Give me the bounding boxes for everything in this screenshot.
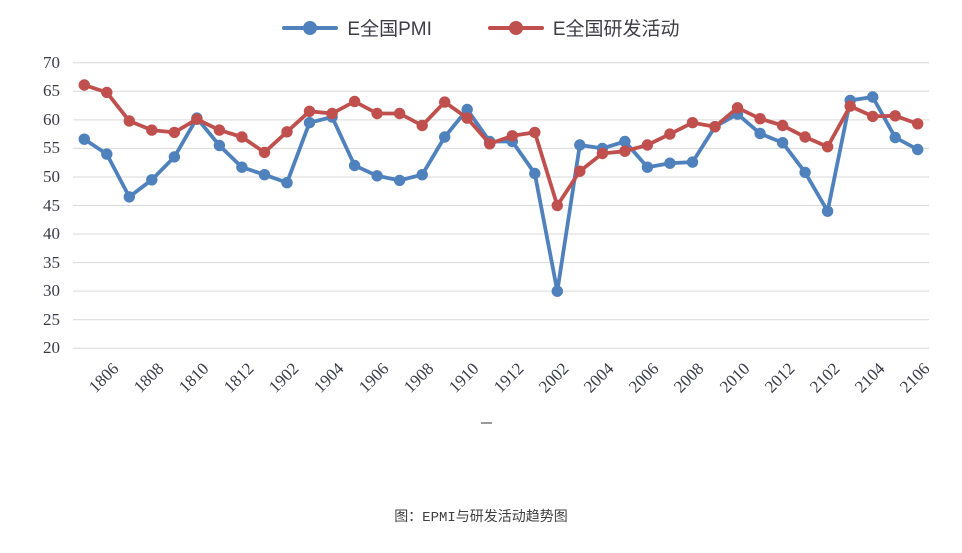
data-point xyxy=(393,174,406,187)
data-point xyxy=(303,105,316,118)
chart-legend: E全国PMI E全国研发活动 xyxy=(0,14,962,41)
data-point xyxy=(889,110,901,122)
legend-item-rnd: E全国研发活动 xyxy=(487,14,680,41)
data-point xyxy=(776,119,789,132)
legend-label-pmi: E全国PMI xyxy=(347,19,432,40)
y-axis-tick-label: 30 xyxy=(43,281,60,301)
data-point xyxy=(416,169,428,181)
data-point xyxy=(236,131,248,143)
data-point xyxy=(641,161,654,173)
data-point xyxy=(348,159,361,172)
data-point xyxy=(484,138,496,150)
data-point xyxy=(867,91,879,103)
data-point xyxy=(731,102,744,114)
data-point xyxy=(754,127,766,140)
rnd-line-marker-icon xyxy=(487,20,544,35)
data-point xyxy=(371,170,383,182)
data-point xyxy=(439,96,451,108)
y-axis-tick-label: 50 xyxy=(43,166,60,186)
axis-artifact-dash xyxy=(481,422,492,424)
data-point xyxy=(619,135,631,148)
gridlines xyxy=(73,62,929,349)
data-point xyxy=(844,100,856,112)
data-point xyxy=(348,95,361,108)
y-axis-tick-label: 35 xyxy=(43,252,60,272)
data-point xyxy=(416,119,428,132)
data-point xyxy=(619,145,631,157)
data-point xyxy=(754,113,766,125)
legend-item-pmi: E全国PMI xyxy=(282,14,432,41)
y-axis-tick-label: 40 xyxy=(43,224,60,244)
chart-caption: 图：EPMI与研发活动趋势图 xyxy=(394,510,568,526)
data-point xyxy=(686,117,699,129)
pmi-line-marker-icon xyxy=(282,20,339,35)
data-point xyxy=(326,107,338,120)
data-point xyxy=(529,126,541,139)
y-axis-tick-label: 45 xyxy=(43,195,60,215)
y-axis-tick-label: 70 xyxy=(43,52,60,72)
data-point xyxy=(461,103,473,116)
data-point xyxy=(821,141,834,153)
data-point xyxy=(281,126,293,138)
data-point xyxy=(551,199,563,212)
data-point xyxy=(78,79,91,91)
data-point xyxy=(439,131,451,143)
data-point xyxy=(213,139,226,152)
data-point xyxy=(101,148,113,160)
data-point xyxy=(146,174,158,186)
data-point xyxy=(912,118,924,130)
data-point xyxy=(146,124,158,136)
data-point xyxy=(303,117,316,129)
data-point xyxy=(213,124,226,136)
series-line xyxy=(82,83,920,208)
data-point xyxy=(529,167,541,180)
data-point xyxy=(371,107,383,120)
data-point xyxy=(574,139,586,151)
data-point xyxy=(101,86,113,99)
data-point xyxy=(799,131,811,143)
data-point xyxy=(123,191,135,203)
data-point xyxy=(641,139,654,151)
series-rnd xyxy=(78,79,924,212)
pmi-legend-dot xyxy=(303,20,318,35)
data-point xyxy=(551,285,563,297)
y-axis-tick-label: 25 xyxy=(43,309,60,329)
data-point xyxy=(393,107,406,120)
data-point xyxy=(258,146,271,159)
data-point xyxy=(686,156,699,168)
data-point xyxy=(461,112,473,124)
data-point xyxy=(664,157,676,169)
data-point xyxy=(799,166,811,179)
data-point xyxy=(258,169,271,181)
data-point xyxy=(281,177,293,189)
data-point xyxy=(191,113,203,125)
data-point xyxy=(889,131,901,144)
rnd-legend-dot xyxy=(508,20,523,35)
data-point xyxy=(867,110,879,123)
legend-label-rnd: E全国研发活动 xyxy=(552,19,680,40)
data-point xyxy=(506,130,518,142)
data-point xyxy=(123,115,135,127)
y-axis-tick-label: 20 xyxy=(43,338,60,358)
y-axis-tick-label: 60 xyxy=(43,109,60,129)
data-point xyxy=(821,205,834,217)
y-axis-tick-label: 65 xyxy=(43,81,60,101)
data-point xyxy=(168,126,181,139)
y-axis-tick-label: 55 xyxy=(43,138,60,158)
data-point xyxy=(236,161,248,173)
data-point xyxy=(574,165,586,177)
data-point xyxy=(168,151,181,163)
data-point xyxy=(596,147,609,160)
data-point xyxy=(664,128,676,140)
data-point xyxy=(776,137,789,149)
data-point xyxy=(709,121,721,133)
data-point xyxy=(78,133,91,145)
data-point xyxy=(912,143,924,156)
